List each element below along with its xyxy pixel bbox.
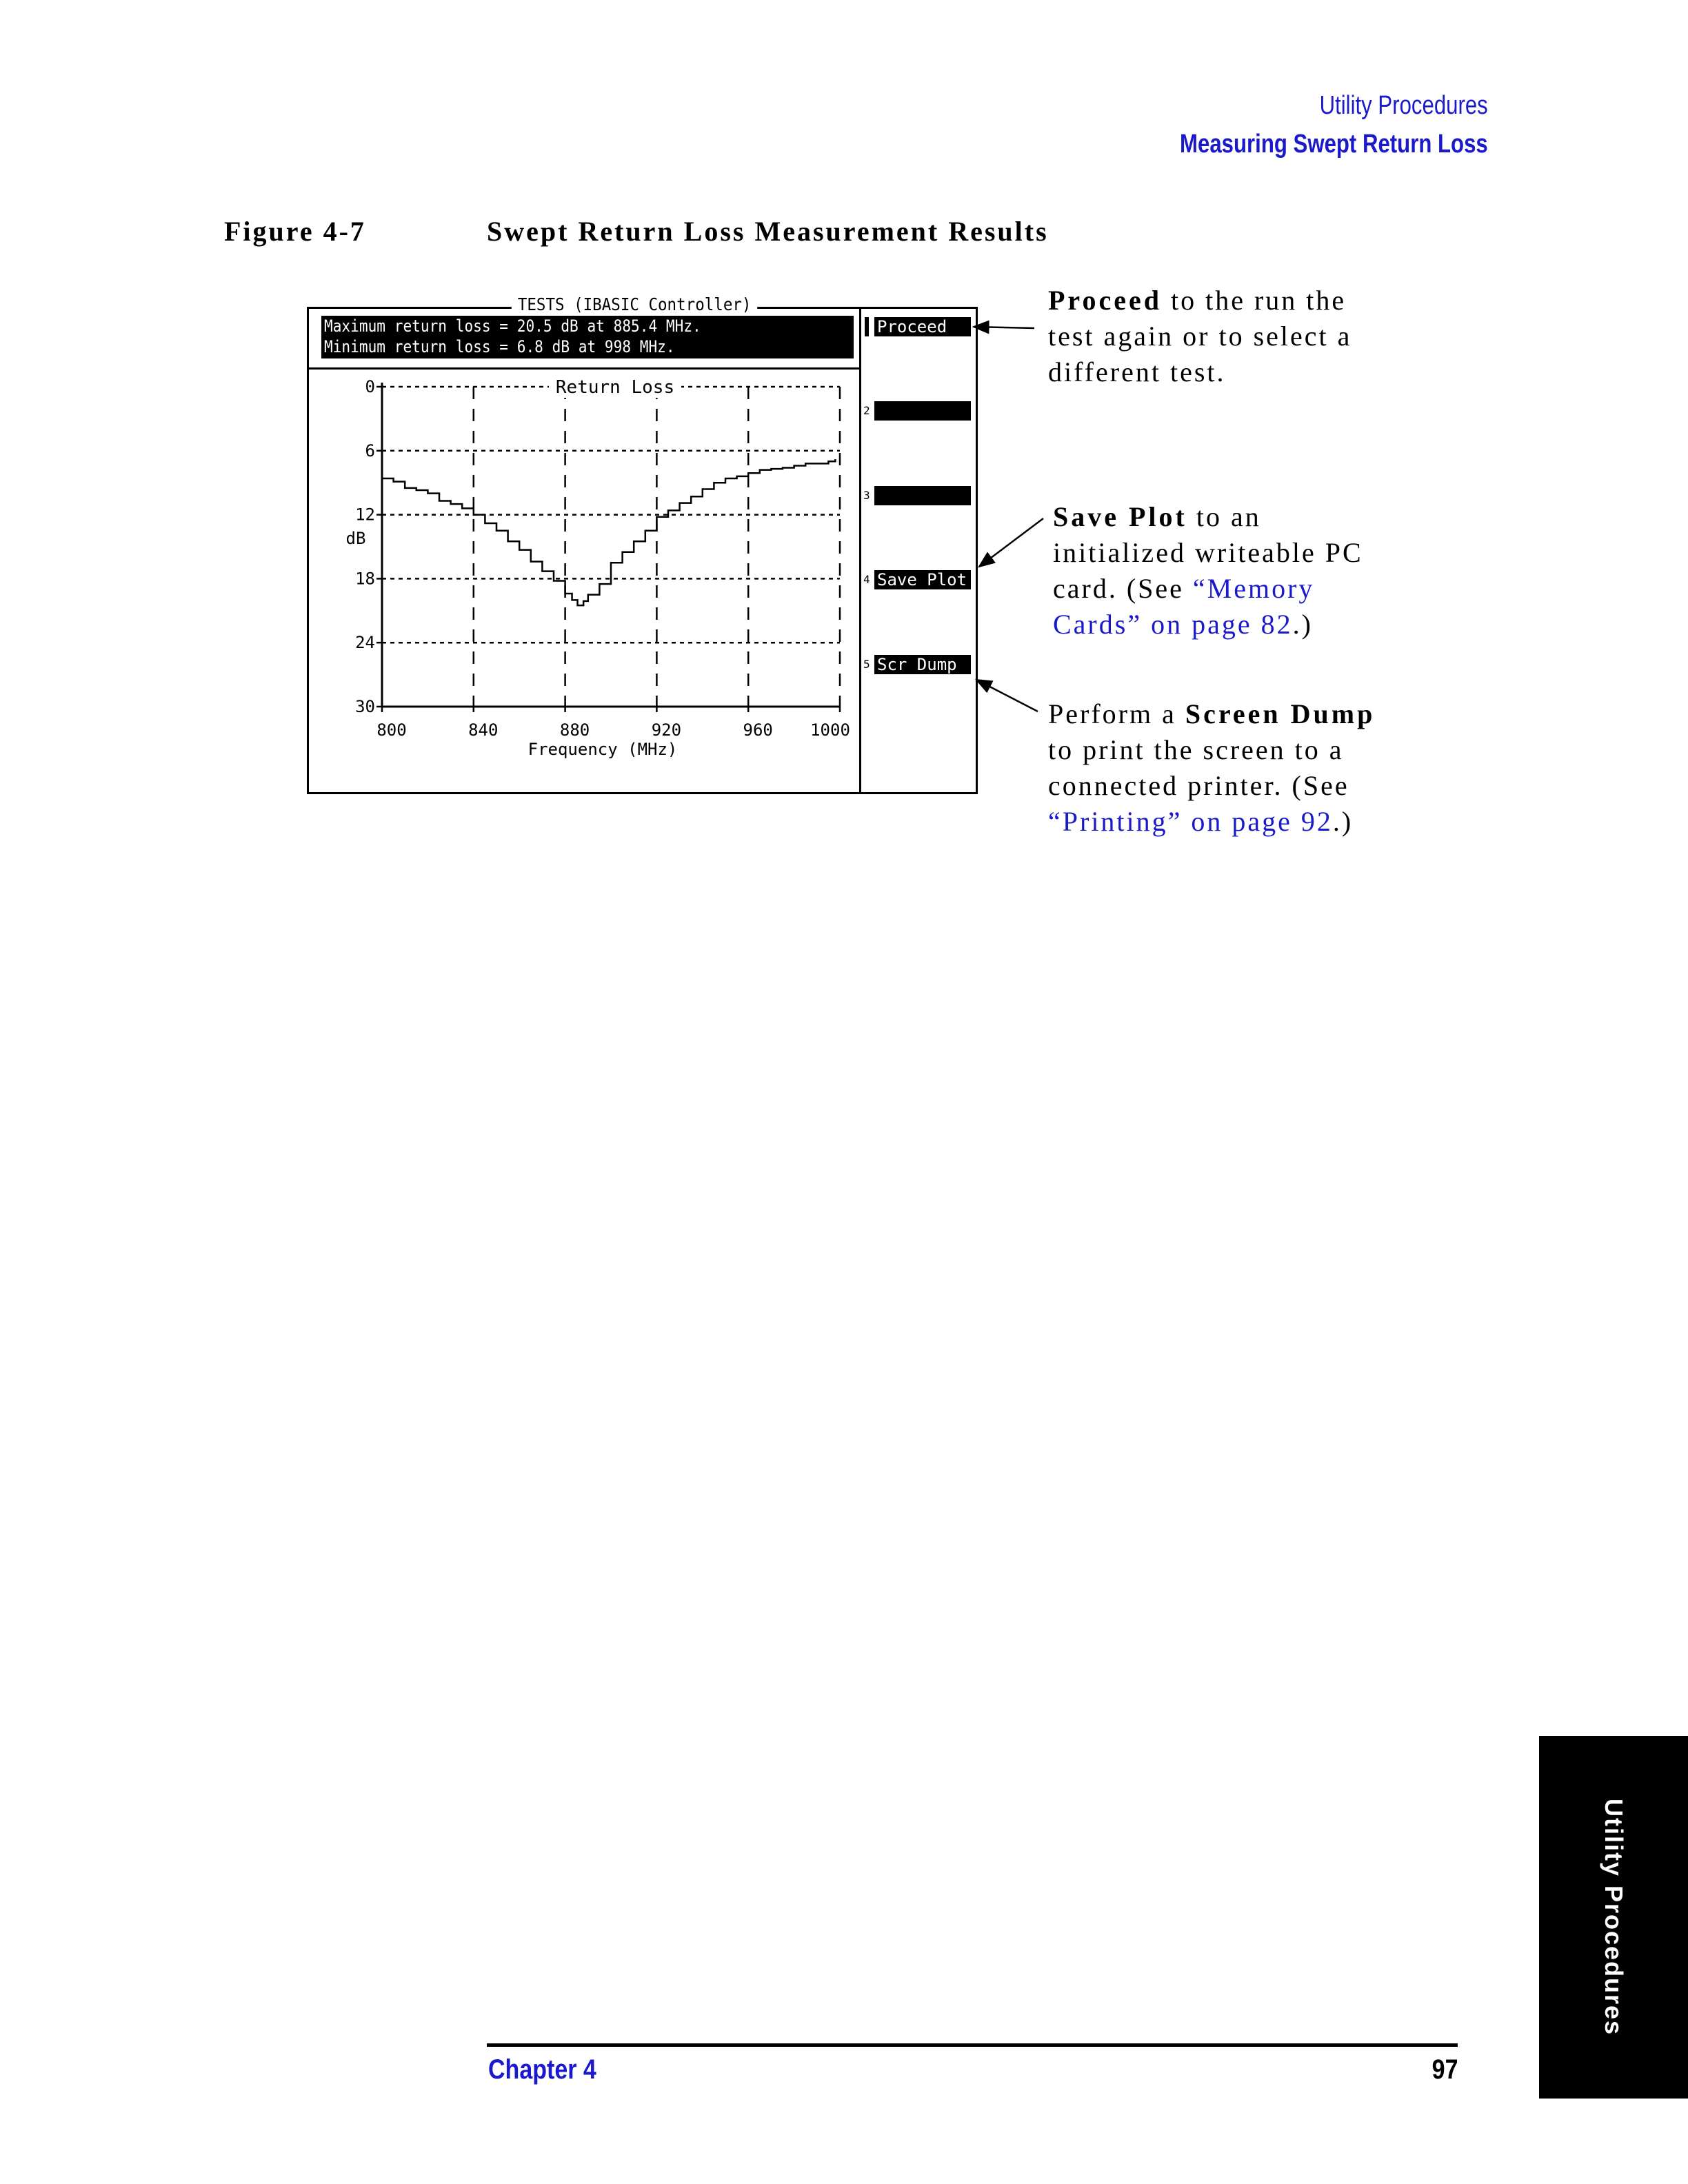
- callout-text: initialized writeable PC: [1053, 537, 1363, 568]
- callout-screen-dump: Perform a Screen Dump to print the scree…: [1048, 696, 1375, 840]
- x-tick-label: 840: [468, 720, 498, 740]
- callout-text: .): [1292, 609, 1313, 640]
- footer-rule: [487, 2043, 1458, 2047]
- softkey-proceed[interactable]: Proceed: [874, 317, 971, 336]
- callout-screen-dump-key: Screen Dump: [1185, 698, 1376, 729]
- callout-text: connected printer. (See: [1048, 770, 1349, 801]
- x-tick-label: 880: [560, 720, 590, 740]
- callout-save-plot-key: Save Plot: [1053, 501, 1187, 532]
- x-tick-label: 920: [652, 720, 681, 740]
- running-header-title: Measuring Swept Return Loss: [1180, 130, 1488, 159]
- return-loss-trace: [382, 459, 836, 607]
- callout-text: to an: [1187, 501, 1261, 532]
- y-tick-label: 6: [365, 441, 375, 461]
- callout-text: card. (See: [1053, 573, 1193, 604]
- x-axis-label: Frequency (MHz): [528, 740, 678, 759]
- x-tick-label: 1000: [810, 720, 850, 740]
- proceed-arrow: [972, 320, 1035, 334]
- y-tick-label: 12: [355, 505, 375, 525]
- softkey-save-plot[interactable]: Save Plot: [874, 570, 971, 589]
- footer-chapter[interactable]: Chapter 4: [488, 2054, 596, 2085]
- callout-proceed: Proceed to the run the test again or to …: [1048, 283, 1352, 390]
- softkey-3-number: 3: [863, 489, 870, 502]
- callout-proceed-key: Proceed: [1048, 285, 1162, 316]
- printing-link[interactable]: “Printing” on page 92: [1048, 806, 1333, 837]
- figure-number: Figure 4-7: [224, 216, 366, 247]
- screen-dump-arrow: [974, 678, 1038, 713]
- y-tick-label: 24: [355, 633, 375, 652]
- page-number: 97: [1431, 2054, 1458, 2085]
- y-tick-label: 30: [355, 697, 375, 716]
- max-return-loss-message: Maximum return loss = 20.5 dB at 885.4 M…: [324, 316, 701, 336]
- callout-save-plot: Save Plot to an initialized writeable PC…: [1053, 499, 1363, 643]
- y-tick-label: 18: [355, 569, 375, 588]
- softkey-1-marker: [865, 317, 869, 336]
- callout-text: .): [1332, 806, 1354, 837]
- softkey-4-number: 4: [863, 573, 870, 586]
- screen-title: TESTS (IBASIC Controller): [511, 294, 758, 314]
- figure-title: Swept Return Loss Measurement Results: [487, 216, 1049, 247]
- y-tick-label: 0: [365, 377, 375, 396]
- chart-title-bg: [549, 376, 681, 398]
- running-header-section: Utility Procedures: [1319, 91, 1488, 120]
- callout-arrows: [972, 320, 1044, 713]
- callout-text: test again or to select a: [1048, 321, 1352, 352]
- softkey-divider: [859, 307, 861, 794]
- softkey-2[interactable]: [874, 401, 971, 421]
- min-return-loss-message: Minimum return loss = 6.8 dB at 998 MHz.: [324, 337, 675, 356]
- callout-text: different test.: [1048, 356, 1226, 387]
- memory-cards-link[interactable]: “Memory: [1192, 573, 1315, 604]
- callout-text: to the run the: [1161, 285, 1347, 316]
- softkey-3[interactable]: [874, 486, 971, 505]
- softkey-5-number: 5: [863, 658, 870, 671]
- x-tick-label: 960: [743, 720, 773, 740]
- callout-text: Perform a: [1048, 698, 1185, 729]
- callout-text: to print the screen to a: [1048, 734, 1344, 765]
- save-plot-arrow: [978, 518, 1044, 568]
- x-tick-label: 800: [376, 720, 406, 740]
- side-tab-label: Utility Procedures: [1600, 1798, 1628, 2036]
- chart-title: Return Loss: [556, 377, 674, 398]
- softkey-2-number: 2: [863, 404, 870, 417]
- softkey-scr-dump[interactable]: Scr Dump: [874, 655, 971, 674]
- message-box: Maximum return loss = 20.5 dB at 885.4 M…: [321, 316, 854, 358]
- message-divider: [307, 367, 860, 370]
- side-tab: Utility Procedures: [1539, 1736, 1688, 2099]
- memory-cards-link[interactable]: Cards” on page 82: [1053, 609, 1293, 640]
- y-axis-label: dB: [346, 529, 366, 548]
